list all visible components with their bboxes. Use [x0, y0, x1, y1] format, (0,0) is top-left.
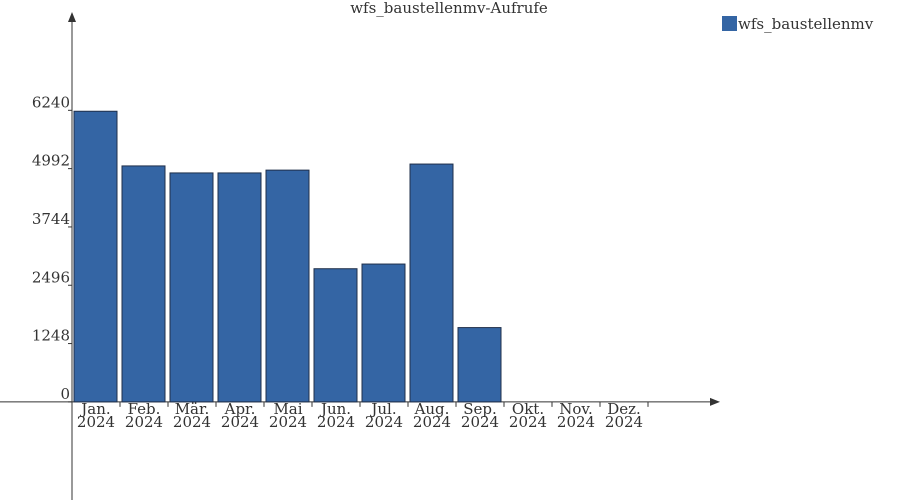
x-tick-label: Jun. 2024: [316, 400, 356, 431]
bar: [457, 327, 502, 403]
x-tick-label: Okt. 2024: [508, 400, 548, 431]
y-tick-label: 0: [60, 385, 70, 403]
y-tick-label: 4992: [32, 152, 70, 170]
x-tick-label: Mär. 2024: [172, 400, 212, 431]
x-tick-label: Feb. 2024: [124, 400, 164, 431]
x-tick-label: Jan. 2024: [76, 400, 116, 431]
x-tick-label: Mai 2024: [268, 400, 308, 431]
chart-title: wfs_baustellenmv-Aufrufe: [350, 0, 548, 17]
x-axis-arrow: [710, 397, 720, 406]
y-tick-label: 2496: [32, 268, 70, 286]
bar: [217, 172, 262, 403]
x-tick-label: Sep. 2024: [460, 400, 500, 431]
y-tick-label: 3744: [32, 210, 70, 228]
y-tick-label: 6240: [32, 93, 70, 111]
bar: [313, 268, 358, 403]
bar: [265, 169, 310, 403]
bar: [73, 110, 118, 403]
y-axis-arrow: [68, 12, 76, 22]
bar: [409, 163, 454, 403]
x-tick-label: Jul. 2024: [364, 400, 404, 431]
x-tick-label: Dez. 2024: [604, 400, 644, 431]
bar: [169, 172, 214, 403]
y-tick-label: 1248: [32, 327, 70, 345]
x-tick-label: Nov. 2024: [556, 400, 596, 431]
x-tick-label: Aug. 2024: [412, 400, 452, 431]
legend-swatch: [722, 16, 737, 31]
bar: [121, 165, 166, 403]
x-tick-label: Apr. 2024: [220, 400, 260, 431]
legend-label: wfs_baustellenmv: [738, 15, 874, 33]
bar: [361, 263, 406, 403]
